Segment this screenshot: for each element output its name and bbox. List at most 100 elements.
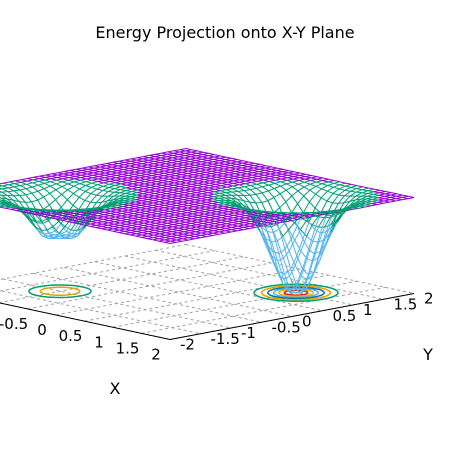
mesh-line-y bbox=[114, 218, 121, 222]
mesh-line-y bbox=[219, 229, 226, 232]
mesh-line-y bbox=[73, 217, 80, 220]
mesh-line-y bbox=[244, 186, 251, 191]
mesh-line-y bbox=[150, 216, 157, 219]
mesh-line-y bbox=[210, 210, 217, 213]
mesh-line-y bbox=[157, 174, 164, 177]
mesh-line-y bbox=[175, 172, 182, 176]
mesh-line-y bbox=[295, 276, 302, 290]
mesh-line-y bbox=[211, 173, 218, 176]
mesh-line-y bbox=[52, 221, 60, 227]
mesh-line-y bbox=[39, 210, 46, 213]
mesh-line-y bbox=[164, 207, 171, 210]
mesh-line-y bbox=[372, 200, 378, 203]
mesh-line-y bbox=[183, 194, 190, 197]
mesh-line-y bbox=[312, 226, 319, 242]
mesh-line-x bbox=[96, 190, 104, 196]
mesh-line-y bbox=[85, 181, 92, 184]
mesh-line-y bbox=[125, 190, 132, 192]
mesh-line-y bbox=[237, 225, 244, 228]
mesh-line-y bbox=[207, 231, 214, 234]
mesh-line-y bbox=[231, 226, 238, 229]
mesh-line-y bbox=[23, 214, 31, 220]
mesh-line-y bbox=[207, 229, 214, 232]
mesh-line-y bbox=[251, 182, 258, 185]
mesh-line-y bbox=[135, 164, 142, 167]
mesh-line-y bbox=[115, 214, 122, 217]
mesh-line-x bbox=[282, 236, 290, 252]
mesh-line-y bbox=[199, 209, 206, 213]
mesh-line-y bbox=[161, 223, 168, 227]
mesh-line-y bbox=[22, 207, 29, 210]
mesh-line-y bbox=[303, 195, 310, 203]
mesh-line-y bbox=[257, 215, 264, 218]
mesh-line-y bbox=[137, 157, 144, 160]
mesh-line-x bbox=[238, 190, 245, 192]
mesh-line-y bbox=[174, 182, 181, 185]
mesh-line-y bbox=[178, 153, 185, 157]
mesh-line-y bbox=[275, 179, 282, 183]
mesh-line-y bbox=[287, 214, 293, 217]
mesh-line-y bbox=[273, 197, 281, 209]
mesh-line-y bbox=[166, 225, 173, 228]
mesh-line-y bbox=[6, 198, 14, 204]
mesh-line-y bbox=[226, 189, 233, 193]
mesh-line-y bbox=[105, 207, 111, 210]
mesh-line-y bbox=[51, 210, 58, 213]
grid-line-y bbox=[185, 244, 415, 294]
mesh-line-y bbox=[142, 197, 148, 200]
mesh-line-y bbox=[347, 208, 354, 210]
mesh-line-y bbox=[211, 207, 218, 210]
mesh-line-y bbox=[113, 228, 120, 231]
mesh-line-y bbox=[256, 187, 263, 194]
mesh-line-y bbox=[326, 200, 333, 204]
mesh-line-y bbox=[63, 171, 70, 174]
mesh-line-x bbox=[284, 268, 292, 275]
mesh-line-y bbox=[286, 218, 293, 221]
mesh-line-y bbox=[96, 194, 103, 197]
mesh-line-x bbox=[244, 189, 251, 192]
mesh-line-y bbox=[25, 194, 32, 203]
mesh-line-y bbox=[79, 218, 86, 221]
mesh-line-y bbox=[257, 178, 264, 181]
mesh-line-y bbox=[163, 175, 170, 178]
mesh-line-x bbox=[308, 229, 316, 250]
mesh-line-x bbox=[32, 184, 39, 188]
mesh-line-y bbox=[318, 238, 326, 257]
mesh-line-y bbox=[155, 185, 162, 189]
grid-line-x bbox=[55, 268, 301, 316]
mesh-line-y bbox=[1, 191, 8, 196]
mesh-line-y bbox=[176, 165, 183, 168]
mesh-line-y bbox=[238, 184, 245, 188]
mesh-line-y bbox=[196, 155, 203, 158]
mesh-line-y bbox=[188, 168, 195, 171]
mesh-line-y bbox=[282, 171, 289, 174]
mesh-line-y bbox=[261, 192, 269, 201]
mesh-line-y bbox=[41, 235, 48, 239]
mesh-line-y bbox=[12, 199, 20, 207]
mesh-line-y bbox=[98, 178, 105, 181]
mesh-line-y bbox=[157, 210, 164, 214]
mesh-line-y bbox=[29, 218, 36, 222]
mesh-line-y bbox=[276, 170, 283, 173]
mesh-line-y bbox=[130, 196, 137, 198]
mesh-line-y bbox=[136, 159, 143, 162]
mesh-line-y bbox=[1, 188, 9, 193]
mesh-line-y bbox=[134, 206, 141, 209]
mesh-line-y bbox=[259, 166, 266, 169]
mesh-line-y bbox=[114, 188, 121, 191]
mesh-line-y bbox=[246, 175, 253, 178]
mesh-line-y bbox=[172, 159, 179, 162]
mesh-line-y bbox=[324, 216, 331, 228]
mesh-line-y bbox=[142, 227, 149, 230]
mesh-line-x bbox=[78, 191, 86, 198]
mesh-line-y bbox=[292, 178, 299, 181]
mesh-line-y bbox=[147, 238, 154, 241]
mesh-line-y bbox=[220, 155, 227, 158]
mesh-line-y bbox=[191, 220, 198, 223]
mesh-line-x bbox=[14, 185, 21, 188]
mesh-line-y bbox=[79, 221, 86, 224]
mesh-line-y bbox=[225, 194, 232, 199]
mesh-line-y bbox=[93, 208, 100, 210]
mesh-line-y bbox=[217, 204, 224, 207]
